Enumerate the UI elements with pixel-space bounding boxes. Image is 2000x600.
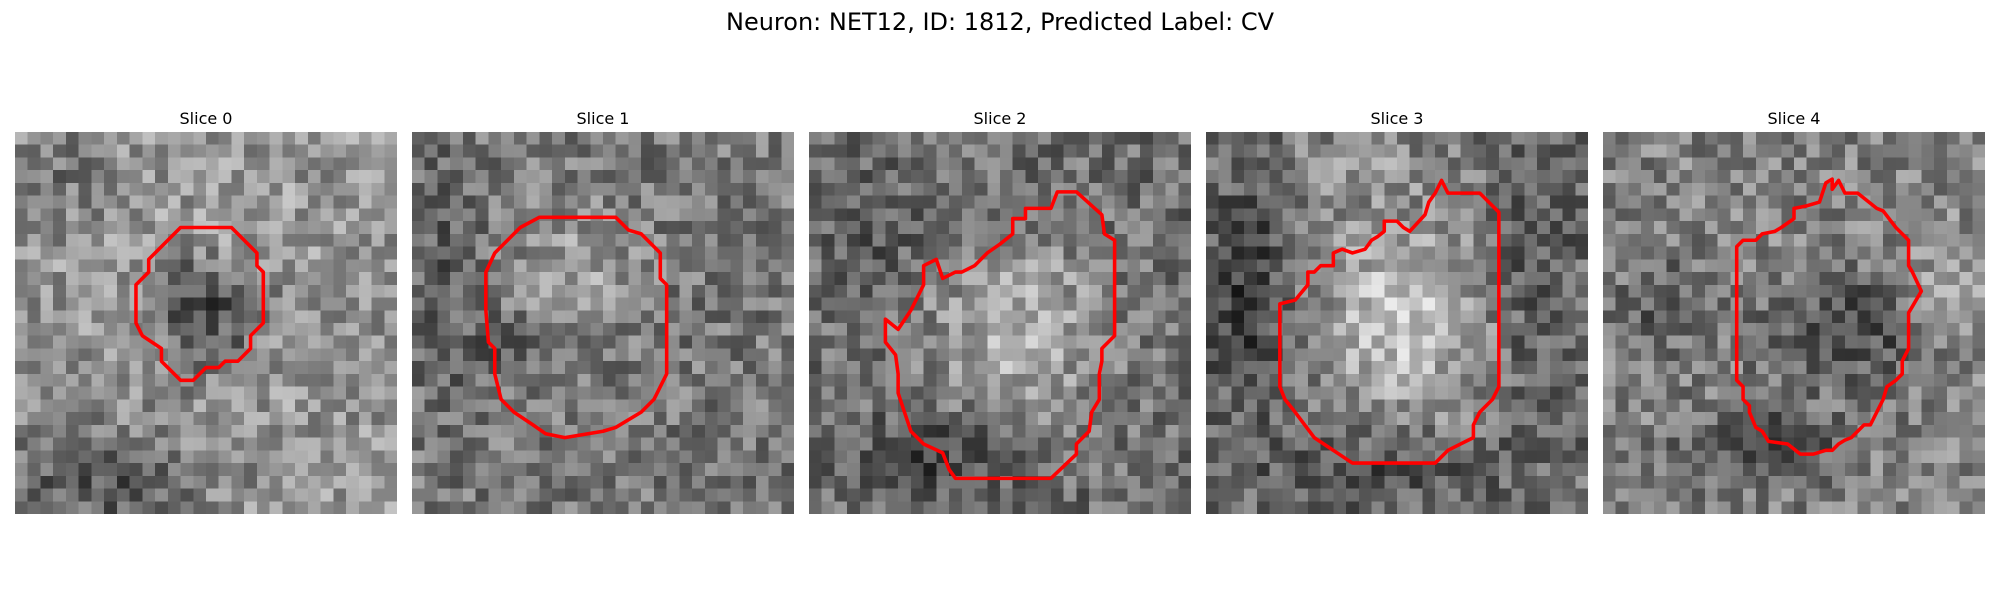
- slice-panel-3: Slice 3: [1206, 108, 1588, 514]
- slice-panel-2: Slice 2: [809, 108, 1191, 514]
- slice-image-0: [15, 132, 397, 514]
- figure-title: Neuron: NET12, ID: 1812, Predicted Label…: [726, 8, 1274, 36]
- slice-title-2: Slice 2: [973, 109, 1027, 128]
- slice-title-3: Slice 3: [1370, 109, 1424, 128]
- slice-panel-1: Slice 1: [412, 108, 794, 514]
- slice-title-4: Slice 4: [1767, 109, 1821, 128]
- roi-contour-2: [883, 190, 1117, 481]
- roi-contour-0: [134, 225, 266, 383]
- roi-contour-1: [484, 215, 669, 440]
- slice-panel-4: Slice 4: [1603, 108, 1985, 514]
- slice-image-2: [809, 132, 1191, 514]
- slice-title-1: Slice 1: [576, 109, 630, 128]
- slice-image-3: [1206, 132, 1588, 514]
- slice-panel-0: Slice 0: [15, 108, 397, 514]
- slice-image-1: [412, 132, 794, 514]
- slice-title-0: Slice 0: [179, 109, 233, 128]
- roi-contour-4: [1734, 177, 1924, 456]
- roi-contour-3: [1278, 178, 1501, 465]
